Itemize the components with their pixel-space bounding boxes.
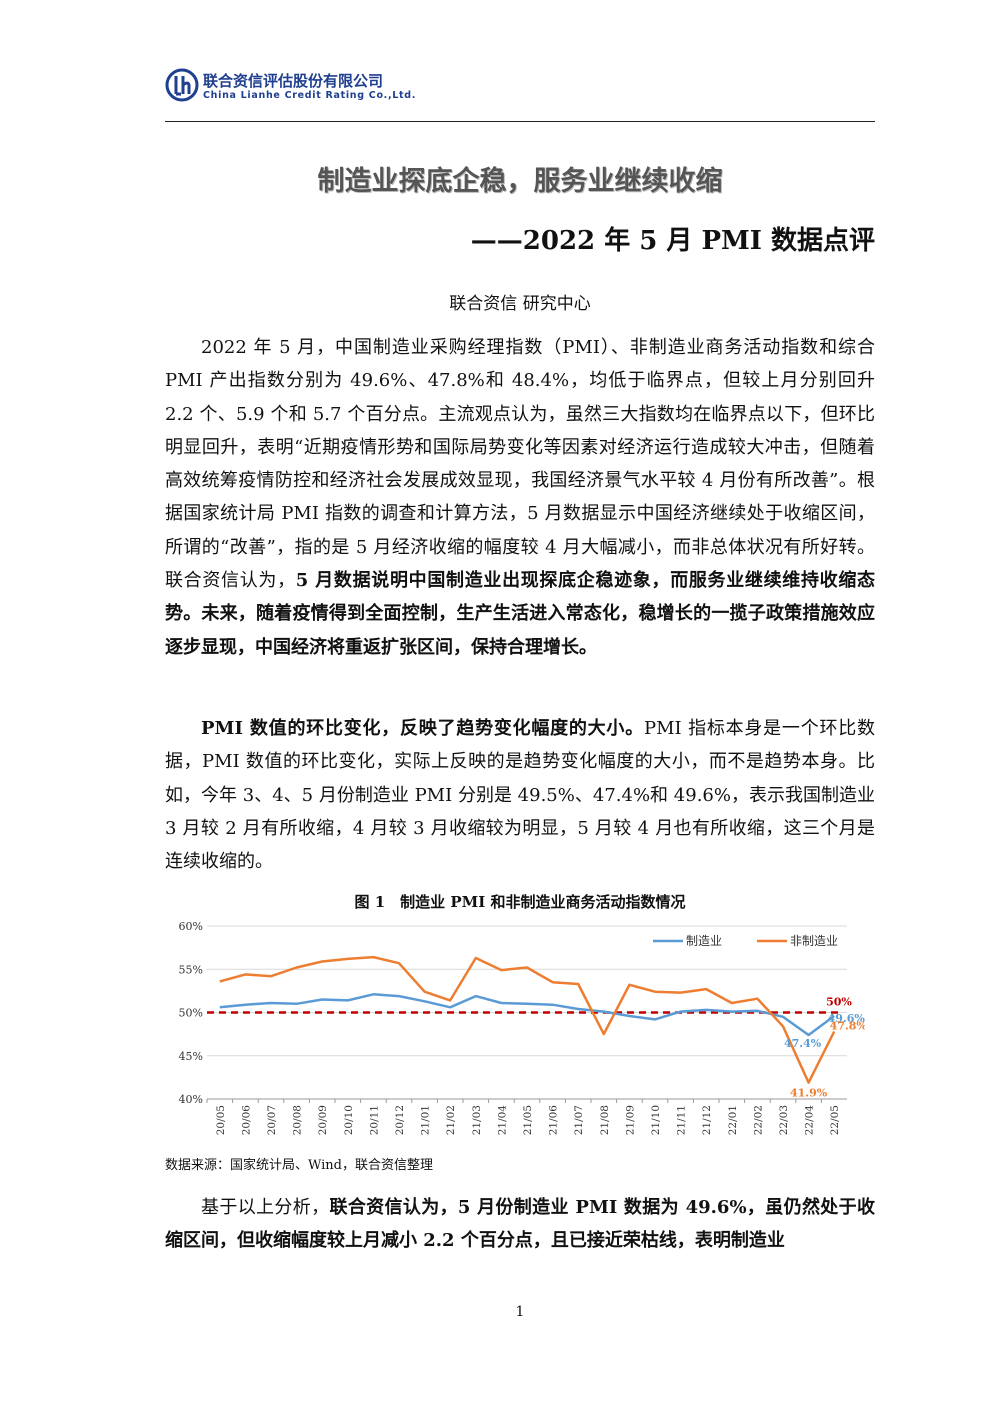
- data-label: 49.6%: [828, 1012, 865, 1025]
- company-name-cn: 联合资信评估股份有限公司: [203, 72, 384, 90]
- paragraph-1-emphasis: 5 月数据说明中国制造业出现探底企稳迹象，而服务业继续维持收缩态势。未来，随着疫…: [165, 570, 876, 658]
- x-tick-label: 20/10: [343, 1105, 355, 1135]
- x-tick-label: 22/04: [804, 1105, 816, 1136]
- data-label: 47.4%: [784, 1037, 822, 1050]
- data-label: 47.8%: [830, 1020, 865, 1033]
- x-tick-label: 20/08: [292, 1105, 304, 1135]
- lianhe-logo-icon: [165, 68, 199, 102]
- x-tick-label: 21/01: [420, 1105, 432, 1135]
- series-line-manufacturing: [219, 993, 835, 1037]
- x-tick-label: 21/09: [624, 1105, 636, 1135]
- series-line-non-manufacturing: [219, 955, 836, 1084]
- y-tick-label: 55%: [179, 963, 203, 976]
- threshold-label: 50%: [826, 996, 852, 1009]
- x-tick-label: 21/03: [471, 1105, 483, 1135]
- x-tick-label: 20/05: [215, 1105, 227, 1135]
- paragraph-3-text: 基于以上分析，: [201, 1197, 330, 1218]
- x-tick-label: 21/10: [650, 1105, 662, 1135]
- x-tick-label: 22/02: [752, 1105, 764, 1135]
- x-tick-label: 22/01: [727, 1105, 739, 1135]
- authors-line: 联合资信 研究中心: [449, 294, 591, 314]
- x-tick-label: 21/12: [701, 1105, 713, 1135]
- paragraph-1-text: 2022 年 5 月，中国制造业采购经理指数（PMI）、非制造业商务活动指数和综…: [165, 337, 875, 592]
- x-tick-label: 21/08: [599, 1105, 611, 1135]
- x-tick-label: 20/06: [240, 1105, 252, 1136]
- x-tick-label: 21/02: [445, 1105, 457, 1135]
- paragraph-2: PMI 数值的环比变化，反映了趋势变化幅度的大小。PMI 指标本身是一个环比数据…: [165, 712, 875, 878]
- pmi-line-chart: 40% 45% 50% 55% 60% 20/05 20/06 20/07 20/08 20/09…: [179, 920, 865, 1136]
- company-name-en: China Lianhe Credit Rating Co.,Ltd.: [203, 90, 417, 101]
- y-tick-label: 45%: [179, 1050, 203, 1063]
- paragraph-3: 基于以上分析，联合资信认为，5 月份制造业 PMI 数据为 49.6%，虽仍然处…: [165, 1191, 875, 1258]
- paragraph-2-text: PMI 指标本身是一个环比数据，PMI 数值的环比变化，实际上反映的是趋势变化幅…: [165, 718, 875, 873]
- y-tick-label: 40%: [179, 1093, 203, 1106]
- legend-label: 非制造业: [790, 934, 838, 948]
- figure-source: 数据来源：国家统计局、Wind，联合资信整理: [165, 1158, 433, 1173]
- paragraph-3-emphasis: 联合资信认为，5 月份制造业 PMI 数据为 49.6%，虽仍然处于收缩区间，但…: [165, 1197, 876, 1252]
- document-subtitle: ——2022 年 5 月 PMI 数据点评: [470, 226, 875, 256]
- x-tick-label: 21/05: [522, 1105, 534, 1135]
- legend-label: 制造业: [686, 934, 722, 948]
- x-tick-label: 22/05: [829, 1105, 841, 1135]
- data-label: 41.9%: [790, 1087, 828, 1100]
- y-tick-label: 50%: [179, 1007, 203, 1020]
- header-divider: [165, 121, 875, 122]
- paragraph-1: 2022 年 5 月，中国制造业采购经理指数（PMI）、非制造业商务活动指数和综…: [165, 331, 875, 664]
- document-title: 制造业探底企稳，服务业继续收缩: [317, 166, 723, 197]
- x-tick-label: 21/06: [548, 1105, 560, 1136]
- x-tick-label: 20/11: [368, 1105, 380, 1135]
- x-tick-label: 20/07: [266, 1105, 278, 1135]
- x-tick-label: 20/09: [317, 1105, 329, 1135]
- x-tick-label: 21/11: [676, 1105, 688, 1135]
- x-tick-label: 22/03: [778, 1105, 790, 1135]
- figure-caption: 图 1 制造业 PMI 和非制造业商务活动指数情况: [354, 893, 686, 911]
- page-number: 1: [515, 1304, 525, 1320]
- x-tick-label: 21/04: [496, 1105, 508, 1136]
- y-tick-label: 60%: [179, 920, 203, 933]
- x-tick-label: 21/07: [573, 1105, 585, 1135]
- paragraph-2-emphasis: PMI 数值的环比变化，反映了趋势变化幅度的大小。: [201, 718, 644, 739]
- page-header: 联合资信评估股份有限公司 China Lianhe Credit Rating …: [165, 66, 875, 120]
- x-tick-label: 20/12: [394, 1105, 406, 1135]
